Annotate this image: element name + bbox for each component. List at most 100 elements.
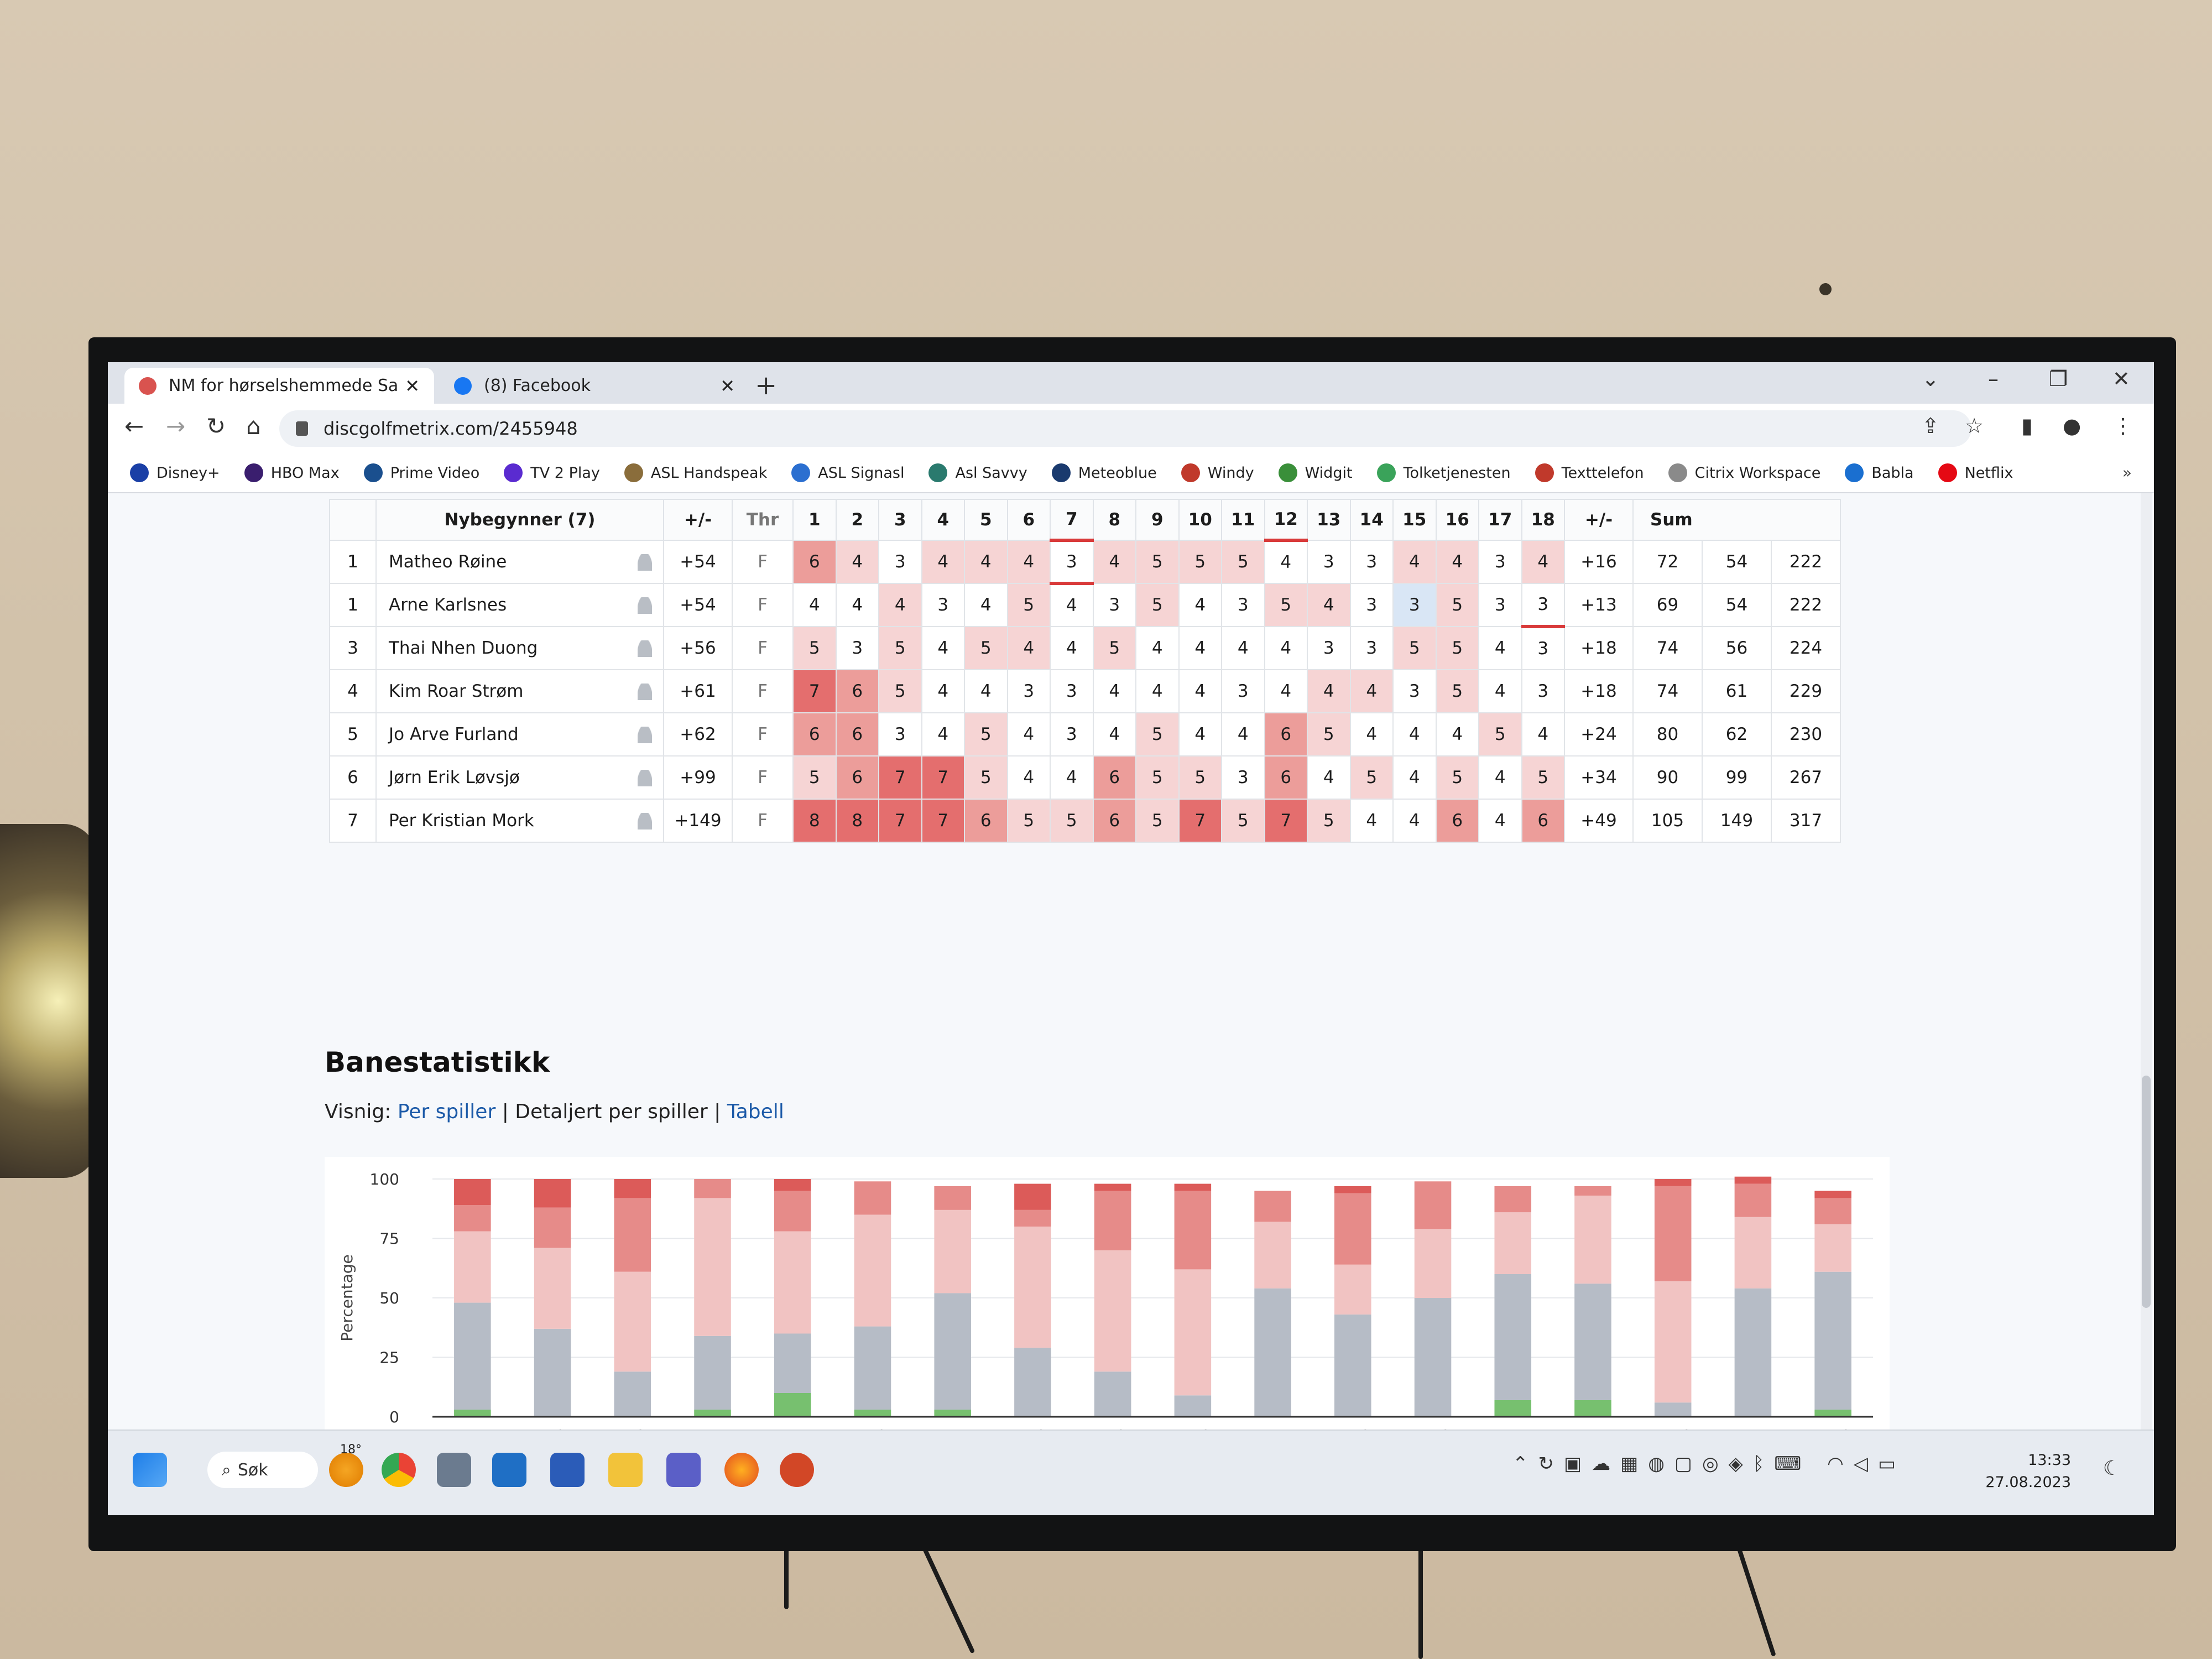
url-text: discgolfmetrix.com/2455948	[324, 418, 578, 439]
new-tab-icon[interactable]: +	[755, 370, 778, 401]
bookmark-item[interactable]: Babla	[1845, 463, 1914, 482]
player-row[interactable]: 1 Matheo Røine +54 F 6 4 3 4 4 4 3 4 5 5 5 4 3 3 4 4 3 4 +16 72…	[329, 539, 1841, 584]
bookmark-item[interactable]: Citrix Workspace	[1668, 463, 1820, 482]
close-icon[interactable]: ✕	[405, 375, 420, 397]
powerpoint-icon[interactable]	[780, 1453, 814, 1487]
restore-icon[interactable]: ❐	[2049, 367, 2068, 391]
hole-score: 4	[1050, 582, 1094, 627]
teams-icon[interactable]	[666, 1453, 701, 1487]
player-name-cell[interactable]: Jørn Erik Løvsjø	[375, 755, 664, 800]
hole-score: 3	[1221, 669, 1265, 713]
player-name-cell[interactable]: Kim Roar Strøm	[375, 669, 664, 713]
hole-score: 5	[1521, 755, 1565, 800]
sum-total: 222	[1771, 583, 1841, 627]
hole-score: 4	[1349, 799, 1394, 843]
bookmark-item[interactable]: Windy	[1181, 463, 1254, 482]
y-tick-label: 75	[379, 1230, 399, 1248]
bookmark-item[interactable]: Prime Video	[363, 463, 479, 482]
person-icon	[638, 813, 652, 830]
bookmark-item[interactable]: Tolketjenesten	[1376, 463, 1511, 482]
menu-icon[interactable]: ⋮	[2112, 414, 2133, 438]
player-name-cell[interactable]: Arne Karlsnes	[375, 583, 664, 627]
chart-bar-segment	[854, 1410, 891, 1417]
hole-score: 7	[1178, 799, 1222, 843]
bookmarks-more-icon[interactable]: »	[2122, 463, 2132, 482]
taskbar-search[interactable]: ⌕ Søk	[207, 1452, 318, 1488]
header-sum: Sum	[1632, 499, 1841, 541]
reload-icon[interactable]: ↻	[206, 413, 226, 440]
hole-score: 5	[1178, 755, 1222, 800]
view-link-detaljert[interactable]: Detaljert per spiller	[515, 1100, 708, 1123]
share-icon[interactable]: ⇪	[1922, 414, 1939, 438]
url-bar[interactable]: discgolfmetrix.com/2455948	[279, 410, 1971, 447]
minimize-icon[interactable]: –	[1988, 367, 1999, 391]
chevron-down-icon[interactable]: ⌄	[1922, 367, 1939, 391]
bookmark-label: Meteoblue	[1078, 464, 1157, 482]
header-hole: 8	[1092, 499, 1136, 541]
player-plus-minus: +54	[663, 540, 733, 584]
hole-score: 3	[1349, 540, 1394, 584]
tab-facebook[interactable]: (8) Facebook ✕	[440, 368, 749, 404]
player-row[interactable]: 1 Arne Karlsnes +54 F 4 4 4 3 4 5 4 3 5 4 3 5 4 3 3 5 3 3 +13 6…	[329, 582, 1841, 627]
outlook-icon[interactable]	[492, 1453, 526, 1487]
file-explorer-icon[interactable]	[608, 1453, 643, 1487]
clock[interactable]: 13:33 27.08.2023	[1985, 1449, 2071, 1494]
hole-score: 7	[1264, 799, 1308, 843]
chart-bar-segment	[1334, 1264, 1371, 1315]
view-link-per-spiller[interactable]: Per spiller	[397, 1100, 496, 1123]
window-close-icon[interactable]: ✕	[2112, 367, 2130, 391]
forward-icon[interactable]: →	[166, 413, 186, 440]
player-row[interactable]: 5 Jo Arve Furland +62 F 6 6 3 4 5 4 3 4 5 4 4 6 5 4 4 4 5 4 +2…	[329, 712, 1841, 757]
sum-1: 74	[1632, 669, 1703, 713]
bookmark-item[interactable]: Texttelefon	[1535, 463, 1644, 482]
player-row[interactable]: 6 Jørn Erik Løvsjø +99 F 5 6 7 7 5 4 4 6 5 5 3 6 4 5 4 5 4 5 +…	[329, 755, 1841, 800]
close-icon[interactable]: ✕	[720, 375, 735, 397]
tab-nm[interactable]: NM for hørselshemmede Sandef ✕	[124, 368, 434, 404]
round-plus-minus: +24	[1564, 712, 1634, 757]
sidepanel-icon[interactable]: ▮	[2021, 414, 2033, 438]
sum-1: 74	[1632, 626, 1703, 670]
moon-icon[interactable]: ☾	[2103, 1457, 2121, 1480]
word-icon[interactable]	[550, 1453, 585, 1487]
home-icon[interactable]: ⌂	[246, 413, 261, 440]
star-icon[interactable]: ☆	[1965, 414, 1984, 438]
bookmark-item[interactable]: ASL Signasl	[791, 463, 904, 482]
hole-score: 6	[1521, 799, 1565, 843]
calculator-icon[interactable]	[437, 1453, 471, 1487]
bookmark-item[interactable]: Netflix	[1938, 463, 2013, 482]
chrome-icon[interactable]	[382, 1453, 416, 1487]
bookmark-item[interactable]: ASL Handspeak	[624, 463, 767, 482]
profile-icon[interactable]: ●	[2063, 414, 2081, 438]
firefox-icon[interactable]	[724, 1453, 759, 1487]
bookmark-item[interactable]: Disney+	[130, 463, 220, 482]
bookmark-favicon-icon	[130, 463, 149, 482]
bookmark-item[interactable]: Meteoblue	[1051, 463, 1157, 482]
y-tick-label: 0	[389, 1408, 399, 1426]
windows-start-icon[interactable]	[133, 1453, 167, 1487]
hole-score: 3	[1521, 583, 1565, 627]
weather-icon[interactable]	[329, 1453, 363, 1487]
player-name-cell[interactable]: Per Kristian Mork	[375, 799, 664, 843]
bookmark-item[interactable]: HBO Max	[244, 463, 340, 482]
back-icon[interactable]: ←	[124, 413, 144, 440]
player-name-cell[interactable]: Thai Nhen Duong	[375, 626, 664, 670]
header-hole: 11	[1221, 499, 1265, 541]
hole-score: 5	[1349, 755, 1394, 800]
hole-score: 5	[1135, 583, 1180, 627]
system-tray-icons[interactable]: ⌃↻▣☁▦◍▢◎◈ᛒ⌨ ◠◁▭	[1512, 1453, 1906, 1475]
player-name-cell[interactable]: Matheo Røine	[375, 540, 664, 584]
bookmark-item[interactable]: TV 2 Play	[504, 463, 600, 482]
chart-bar-segment	[694, 1198, 731, 1336]
scrollbar-thumb[interactable]	[2142, 1076, 2151, 1308]
bookmark-item[interactable]: Asl Savvy	[928, 463, 1027, 482]
player-row[interactable]: 3 Thai Nhen Duong +56 F 5 3 5 4 5 4 4 5 4 4 4 4 3 3 5 5 4 3 +1…	[329, 625, 1841, 670]
page-content: Nybegynner (7) +/- Thr 1 2 3 4 5 6 7 8 9…	[108, 493, 2154, 1444]
view-link-tabell[interactable]: Tabell	[727, 1100, 784, 1123]
bookmark-item[interactable]: Widgit	[1278, 463, 1353, 482]
bookmark-favicon-icon	[244, 463, 263, 482]
view-label: Visnig:	[325, 1100, 392, 1123]
player-name-cell[interactable]: Jo Arve Furland	[375, 712, 664, 757]
player-row[interactable]: 4 Kim Roar Strøm +61 F 7 6 5 4 4 3 3 4 4 4 3 4 4 4 3 5 4 3 +18…	[329, 669, 1841, 713]
player-row[interactable]: 7 Per Kristian Mork +149 F 8 8 7 7 6 5 5 6 5 7 5 7 5 4 4 6 4…	[329, 799, 1841, 843]
player-position: 4	[329, 669, 377, 713]
